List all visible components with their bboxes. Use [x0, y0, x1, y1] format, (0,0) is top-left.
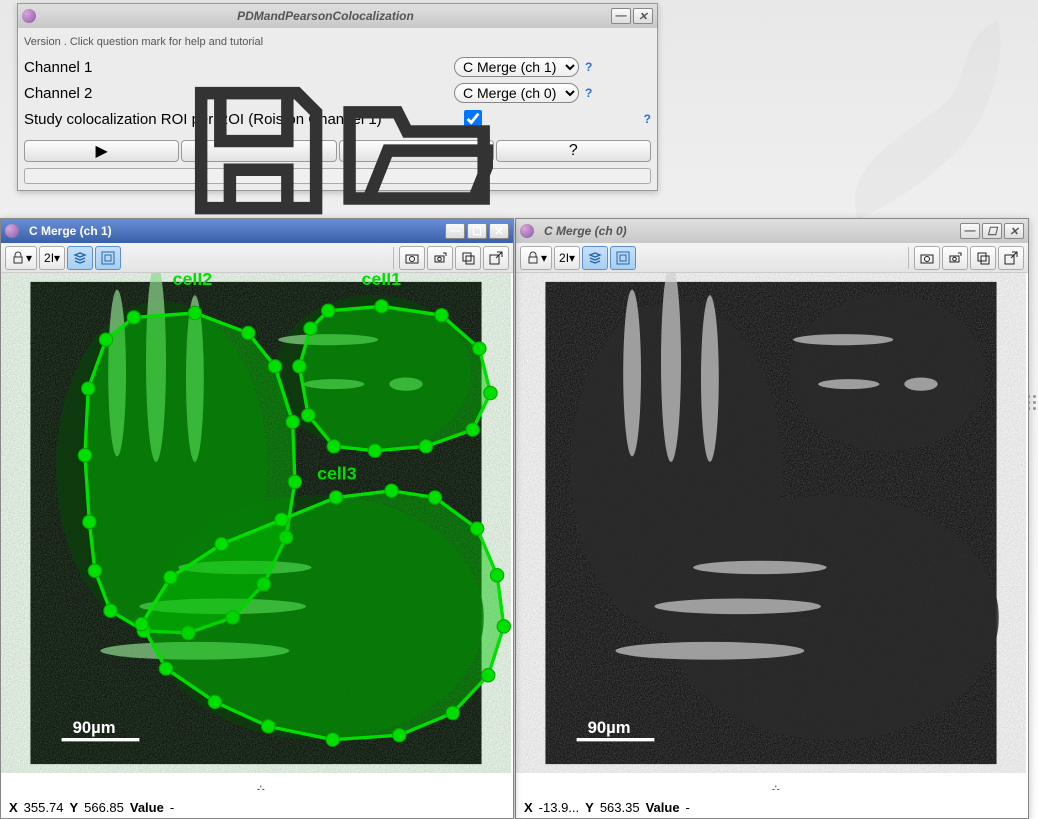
duplicate-icon[interactable] — [455, 246, 481, 270]
fit-button[interactable] — [95, 246, 121, 270]
svg-text:cell2: cell2 — [173, 273, 213, 289]
play-button[interactable]: ▶ — [24, 140, 179, 162]
image-window-ch1: C Merge (ch 1) — ☐ ✕ ▾ 2I▾ 90µm cell2 cell… — [0, 218, 514, 819]
image-toolbar: ▾ 2I▾ — [516, 243, 1028, 273]
plugin-titlebar[interactable]: PDMandPearsonColocalization — ✕ — [18, 4, 657, 28]
background-decor — [658, 0, 1038, 220]
lock-dropdown[interactable]: ▾ — [5, 246, 37, 270]
plugin-hint: Version . Click question mark for help a… — [24, 34, 651, 54]
app-icon — [5, 224, 19, 238]
window-title: C Merge (ch 0) — [544, 224, 958, 238]
svg-text:90µm: 90µm — [588, 718, 631, 737]
svg-text:cell1: cell1 — [362, 273, 402, 289]
minimize-button[interactable]: — — [960, 223, 980, 239]
layers-button[interactable] — [582, 246, 608, 270]
image-viewer[interactable]: 90µm — [516, 273, 1028, 796]
open-button[interactable] — [339, 140, 494, 162]
svg-text:cell3: cell3 — [317, 464, 357, 484]
progress-bar — [24, 168, 651, 184]
window-titlebar[interactable]: C Merge (ch 0) — ☐ ✕ — [516, 219, 1028, 243]
image-viewer[interactable]: 90µm cell2 cell1 cell3 — [1, 273, 513, 796]
status-bar: X-13.9... Y563.35 Value- — [516, 796, 1028, 818]
popout-icon[interactable] — [483, 246, 509, 270]
svg-text:90µm: 90µm — [73, 718, 116, 737]
plugin-window: PDMandPearsonColocalization — ✕ Version … — [17, 3, 658, 191]
help-icon[interactable]: ? — [585, 86, 592, 100]
image-toolbar: ▾ 2I▾ — [1, 243, 513, 273]
minimize-button[interactable]: — — [611, 8, 631, 24]
cursor-mini: -'- — [257, 784, 265, 794]
popout-icon[interactable] — [998, 246, 1024, 270]
app-icon — [520, 224, 534, 238]
close-button[interactable]: ✕ — [489, 223, 509, 239]
app-icon — [22, 9, 36, 23]
camera-roi-icon[interactable] — [942, 246, 968, 270]
maximize-button[interactable]: ☐ — [467, 223, 487, 239]
channel1-label: Channel 1 — [24, 59, 454, 76]
zoom-dropdown[interactable]: 2I▾ — [39, 246, 65, 270]
camera-icon[interactable] — [914, 246, 940, 270]
minimize-button[interactable]: — — [445, 223, 465, 239]
plugin-title: PDMandPearsonColocalization — [42, 9, 609, 23]
lock-dropdown[interactable]: ▾ — [520, 246, 552, 270]
layers-button[interactable] — [67, 246, 93, 270]
cursor-mini: -'- — [772, 784, 780, 794]
help-button[interactable]: ? — [496, 140, 651, 162]
save-button[interactable] — [181, 140, 336, 162]
camera-roi-icon[interactable] — [427, 246, 453, 270]
camera-icon[interactable] — [399, 246, 425, 270]
window-title: C Merge (ch 1) — [29, 224, 443, 238]
help-icon[interactable]: ? — [644, 112, 651, 126]
image-window-ch0: C Merge (ch 0) — ☐ ✕ ▾ 2I▾ 90µm -'- X-13… — [515, 218, 1029, 819]
duplicate-icon[interactable] — [970, 246, 996, 270]
help-icon[interactable]: ? — [585, 60, 592, 74]
maximize-button[interactable]: ☐ — [982, 223, 1002, 239]
close-button[interactable]: ✕ — [1004, 223, 1024, 239]
status-bar: X355.74 Y566.85 Value- — [1, 796, 513, 818]
close-button[interactable]: ✕ — [633, 8, 653, 24]
window-titlebar[interactable]: C Merge (ch 1) — ☐ ✕ — [1, 219, 513, 243]
zoom-dropdown[interactable]: 2I▾ — [554, 246, 580, 270]
fit-button[interactable] — [610, 246, 636, 270]
